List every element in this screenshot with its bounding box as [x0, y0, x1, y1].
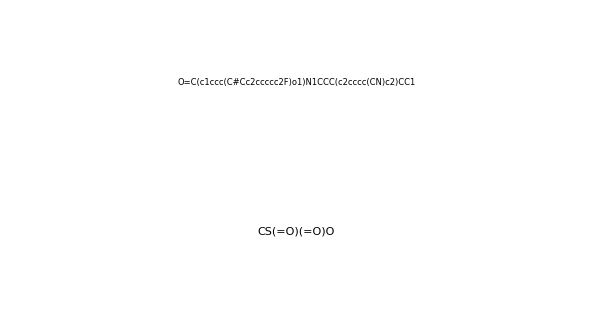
- Text: O=C(c1ccc(C#Cc2ccccc2F)o1)N1CCC(c2cccc(CN)c2)CC1: O=C(c1ccc(C#Cc2ccccc2F)o1)N1CCC(c2cccc(C…: [177, 78, 416, 86]
- Text: CS(=O)(=O)O: CS(=O)(=O)O: [258, 226, 335, 236]
